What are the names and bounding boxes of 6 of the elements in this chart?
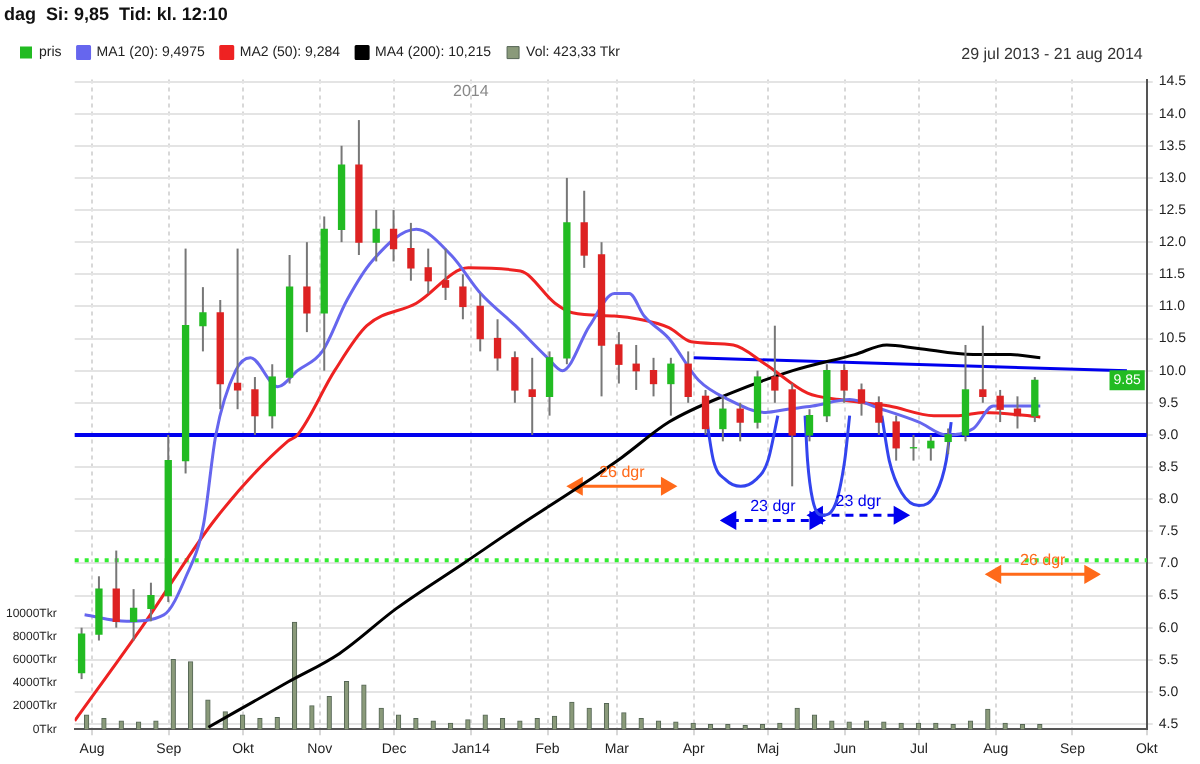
series-label: 26 dgr [1020,550,1067,569]
series-label: 23 dgr [750,496,797,515]
text: 29 jul 2013 - 21 aug 2014 [961,45,1144,64]
chart-title: dag Si: 9,85 Tid: kl. 12:10 [4,3,228,24]
annotation: 2014 [453,82,490,101]
series-label: 26 dgr [599,462,646,481]
